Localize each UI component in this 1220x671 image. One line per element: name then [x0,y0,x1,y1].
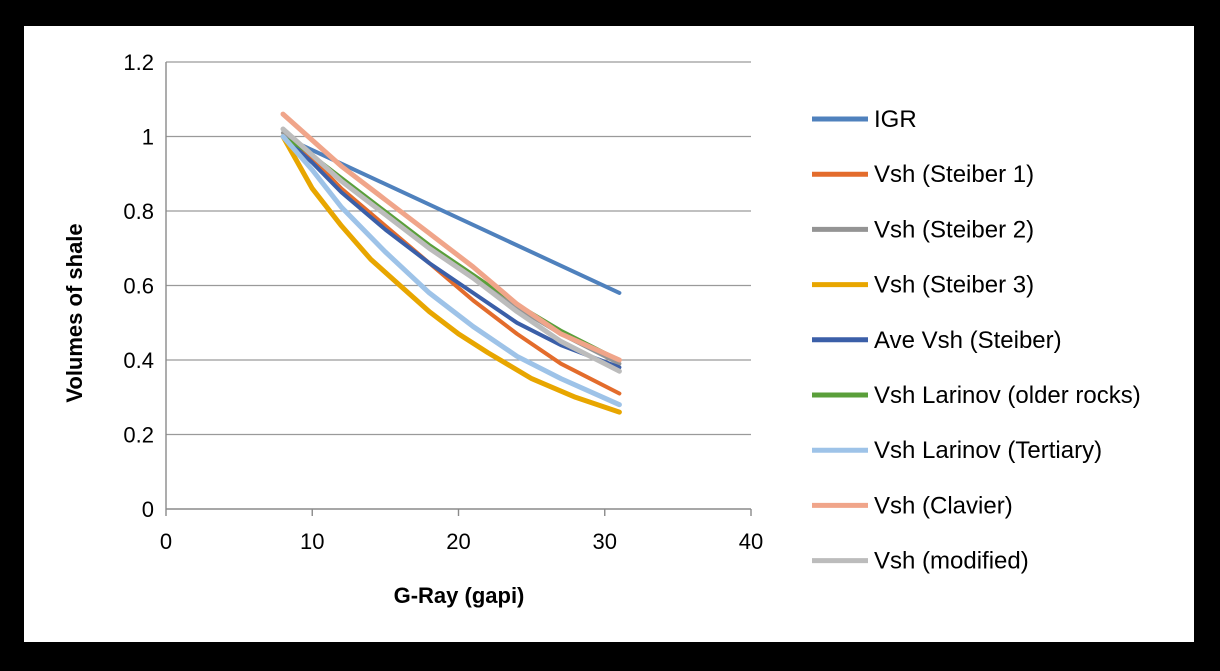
y-tick-label: 0.4 [123,348,154,373]
y-tick-label: 1.2 [123,50,154,75]
legend-label: Vsh Larinov (older rocks) [874,382,1141,409]
legend-label: Vsh (Steiber 1) [874,161,1034,188]
y-tick-labels: 0 0.2 0.4 0.6 0.8 1 1.2 [123,50,154,522]
series-line-8 [280,111,622,363]
legend: IGR Vsh (Steiber 1) Vsh (Steiber 2) Vsh (St… [812,106,1141,575]
x-tick-label: 20 [446,529,470,554]
legend-label: Vsh (Steiber 2) [874,216,1034,243]
series-line-4 [280,134,622,415]
grid [166,61,751,436]
legend-label: Vsh (Clavier) [874,492,1013,519]
legend-label: Ave Vsh (Steiber) [874,327,1062,354]
x-tick-label: 0 [160,529,172,554]
y-tick-label: 0.2 [123,423,154,448]
x-tick-label: 10 [300,529,324,554]
legend-label: IGR [874,106,917,133]
x-tick-label: 30 [593,529,617,554]
x-axis-title: G-Ray (gapi) [394,583,525,608]
series-line-9 [280,126,622,374]
y-tick-label: 0.8 [123,199,154,224]
legend-label: Vsh (modified) [874,548,1029,575]
line-chart: 0 0.2 0.4 0.6 0.8 1 1.2 0 10 20 30 40 G-Ray (gapi)… [62,50,1141,608]
series-line-7 [280,134,622,408]
y-tick-label: 0.6 [123,274,154,299]
y-tick-label: 1 [142,125,154,150]
chart-area: 0 0.2 0.4 0.6 0.8 1 1.2 0 10 20 30 40 G-Ray (gapi)… [24,26,1194,642]
legend-label: Vsh Larinov (Tertiary) [874,437,1102,464]
x-tick-label: 40 [739,529,763,554]
series-line-5 [281,134,622,370]
legend-label: Vsh (Steiber 3) [874,272,1034,299]
x-tick-labels: 0 10 20 30 40 [160,509,763,554]
y-tick-label: 0 [142,497,154,522]
y-axis-title: Volumes of shale [62,223,87,402]
series-lines [280,111,622,415]
